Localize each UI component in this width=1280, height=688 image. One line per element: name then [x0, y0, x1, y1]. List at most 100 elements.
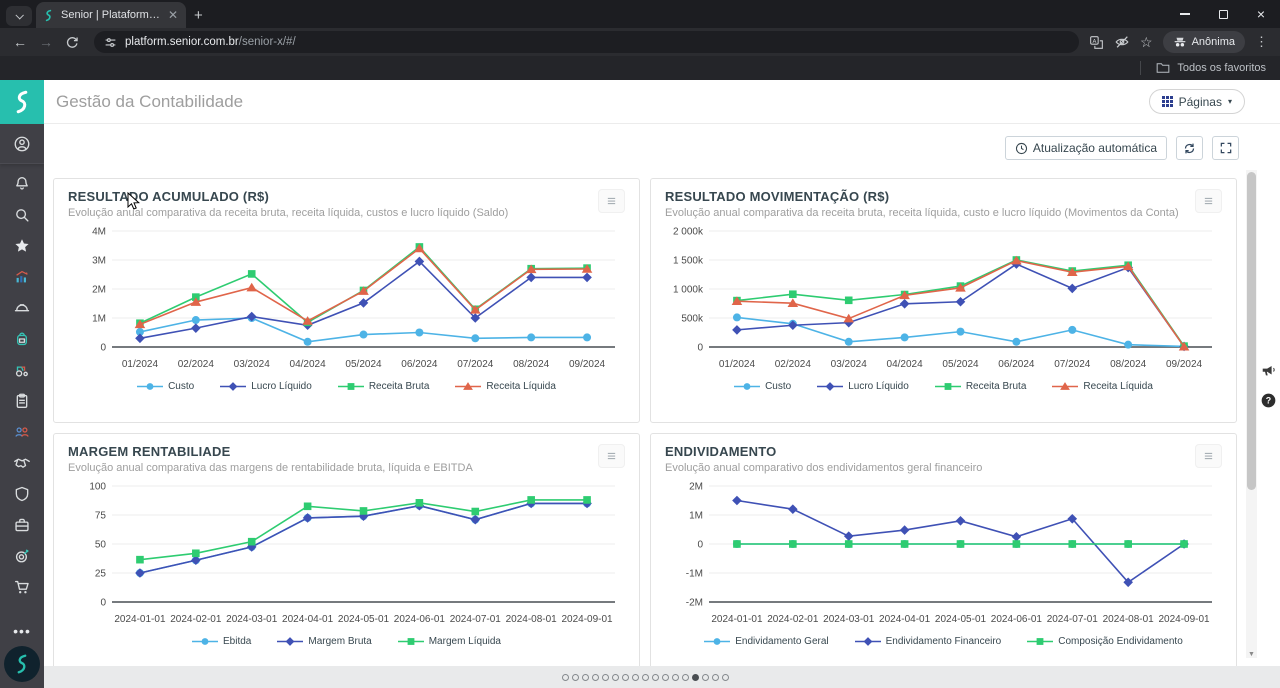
refresh-icon: [1184, 143, 1195, 153]
legend-item[interactable]: Margem Bruta: [277, 636, 372, 647]
user-circle-icon[interactable]: [0, 124, 44, 164]
megaphone-icon[interactable]: [1260, 362, 1277, 378]
svg-text:2024-05-01: 2024-05-01: [935, 614, 987, 625]
chart-subtitle: Evolução anual comparativa das margens d…: [68, 462, 473, 474]
pagination-dot[interactable]: [701, 673, 709, 681]
tab-search-button[interactable]: [6, 6, 32, 26]
legend-item[interactable]: Receita Bruta: [337, 381, 429, 392]
tab-close-icon[interactable]: ✕: [167, 8, 178, 22]
target-icon[interactable]: [0, 540, 44, 571]
svg-text:2024-08-01: 2024-08-01: [506, 614, 558, 625]
svg-text:-1M: -1M: [686, 569, 703, 580]
legend-item[interactable]: Receita Líquida: [455, 381, 556, 392]
close-icon: ×: [1256, 6, 1266, 22]
pages-button[interactable]: Páginas ▾: [1148, 89, 1245, 114]
all-bookmarks-label[interactable]: Todos os favoritos: [1177, 62, 1266, 74]
shield-icon[interactable]: [0, 478, 44, 509]
svg-text:01/2024: 01/2024: [122, 359, 159, 370]
help-icon[interactable]: ?: [1261, 393, 1276, 408]
legend-item[interactable]: Margem Líquida: [397, 636, 501, 647]
forward-button[interactable]: →: [39, 34, 53, 50]
svg-text:02/2024: 02/2024: [775, 359, 812, 370]
svg-text:2024-01-01: 2024-01-01: [711, 614, 763, 625]
search-icon[interactable]: [0, 199, 44, 230]
chart-menu-icon[interactable]: ≡: [1195, 189, 1222, 213]
hard-hat-icon[interactable]: [0, 292, 44, 323]
scrollbar-thumb[interactable]: [1247, 172, 1256, 490]
senior-logo[interactable]: [0, 80, 44, 124]
vertical-scrollbar[interactable]: ▼: [1246, 170, 1257, 658]
pagination-dot[interactable]: [651, 673, 659, 681]
pagination-dot[interactable]: [641, 673, 649, 681]
page-header: Gestão da Contabilidade Páginas ▾: [44, 80, 1280, 124]
chart-menu-icon[interactable]: ≡: [598, 444, 625, 468]
pagination-dot[interactable]: [611, 673, 619, 681]
pagination-dot[interactable]: [671, 673, 679, 681]
incognito-profile-chip[interactable]: Anônima: [1162, 31, 1245, 53]
svg-text:07/2024: 07/2024: [457, 359, 494, 370]
clipboard-icon[interactable]: [0, 385, 44, 416]
legend-item[interactable]: Custo: [734, 381, 791, 392]
star-icon[interactable]: [0, 230, 44, 261]
chart-growth-icon[interactable]: [0, 261, 44, 292]
svg-text:05/2024: 05/2024: [345, 359, 382, 370]
svg-text:0: 0: [697, 343, 703, 354]
refresh-button[interactable]: [1176, 136, 1203, 160]
back-button[interactable]: ←: [13, 34, 27, 50]
chart-title: RESULTADO MOVIMENTAÇÃO (R$): [665, 189, 890, 204]
translate-icon[interactable]: A: [1089, 35, 1104, 50]
pagination-dot[interactable]: [681, 673, 689, 681]
pagination-dot[interactable]: [591, 673, 599, 681]
senior-logo-bottom[interactable]: [4, 646, 40, 682]
bookmarks-bar: Todos os favoritos: [0, 56, 1280, 80]
legend-item[interactable]: Composição Endividamento: [1027, 636, 1183, 647]
legend-item[interactable]: Lucro Líquido: [817, 381, 909, 392]
senior-favicon: [42, 9, 55, 22]
eye-off-icon[interactable]: [1114, 34, 1130, 50]
card-resultado-movimentacao: RESULTADO MOVIMENTAÇÃO (R$) Evolução anu…: [650, 178, 1237, 423]
reload-button[interactable]: [60, 30, 84, 54]
new-tab-button[interactable]: +: [194, 7, 203, 24]
handshake-icon[interactable]: [0, 447, 44, 478]
tractor-icon[interactable]: [0, 354, 44, 385]
pagination-dot[interactable]: [601, 673, 609, 681]
legend-item[interactable]: Endividamento Geral: [704, 636, 829, 647]
pagination-dot[interactable]: [721, 673, 729, 681]
chart-menu-icon[interactable]: ≡: [1195, 444, 1222, 468]
pagination-dot[interactable]: [691, 673, 699, 681]
pagination-dot[interactable]: [581, 673, 589, 681]
briefcase-icon[interactable]: [0, 509, 44, 540]
address-bar[interactable]: platform.senior.com.br/senior-x/#/: [94, 31, 1080, 53]
auto-update-button[interactable]: Atualização automática: [1004, 136, 1167, 160]
svg-text:2024-04-01: 2024-04-01: [879, 614, 931, 625]
scrollbar-down-arrow[interactable]: ▼: [1248, 651, 1255, 658]
window-close-button[interactable]: ×: [1242, 0, 1280, 28]
legend-item[interactable]: Custo: [137, 381, 194, 392]
pagination-dot[interactable]: [621, 673, 629, 681]
window-restore-button[interactable]: [1204, 0, 1242, 28]
browser-tab[interactable]: Senior | Plataforma de solução ✕: [36, 2, 186, 28]
legend-item[interactable]: Ebitda: [192, 636, 251, 647]
bookmark-star-icon[interactable]: ☆: [1140, 33, 1153, 50]
svg-text:500k: 500k: [681, 314, 704, 325]
bell-icon[interactable]: [0, 168, 44, 199]
pagination-dot[interactable]: [571, 673, 579, 681]
window-minimize-button[interactable]: [1166, 0, 1204, 28]
sidebar-more-icon[interactable]: •••: [13, 623, 31, 639]
cart-icon[interactable]: [0, 571, 44, 602]
legend-item[interactable]: Receita Bruta: [934, 381, 1026, 392]
pagination-dot[interactable]: [631, 673, 639, 681]
legend-item[interactable]: Endividamento Financeiro: [854, 636, 1001, 647]
pagination-dot[interactable]: [661, 673, 669, 681]
svg-text:A: A: [1092, 38, 1096, 44]
pagination-dot[interactable]: [561, 673, 569, 681]
team-icon[interactable]: [0, 416, 44, 447]
pagination-bar: [44, 666, 1280, 688]
chart-menu-icon[interactable]: ≡: [598, 189, 625, 213]
browser-menu-icon[interactable]: ⋮: [1255, 34, 1268, 49]
legend-item[interactable]: Lucro Líquido: [220, 381, 312, 392]
fullscreen-button[interactable]: [1212, 136, 1239, 160]
legend-item[interactable]: Receita Líquida: [1052, 381, 1153, 392]
pagination-dot[interactable]: [711, 673, 719, 681]
backpack-icon[interactable]: [0, 323, 44, 354]
